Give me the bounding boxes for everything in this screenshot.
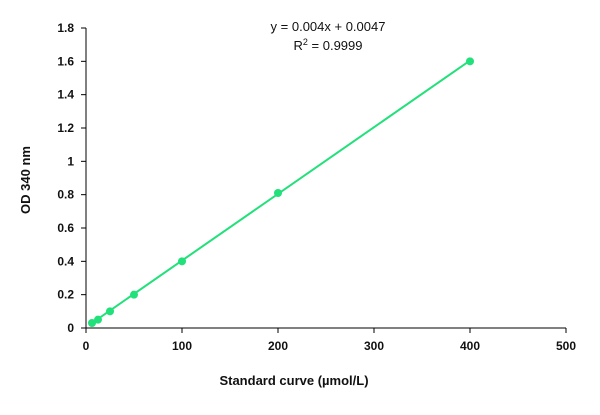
x-tick-label: 400 (460, 339, 480, 353)
x-axis-title: Standard curve (µmol/L) (219, 373, 368, 388)
x-tick-label: 300 (364, 339, 384, 353)
series (88, 57, 474, 327)
x-tick-label: 500 (556, 339, 576, 353)
y-axis-title: OD 340 nm (18, 146, 33, 214)
y-tick-label: 0.8 (57, 188, 74, 202)
r-squared-label: R2 = 0.9999 (294, 37, 363, 53)
x-tick-label: 0 (83, 339, 90, 353)
r2-superscript: 2 (303, 37, 308, 47)
ticks: 0 100 200 300 400 500 0 0.2 0.4 0.6 0.8 1 1.2 1.4 1.6 1… (57, 21, 576, 353)
data-point (106, 307, 114, 316)
y-tick-label: 1.8 (57, 21, 74, 35)
data-point (94, 315, 102, 324)
data-point (274, 189, 282, 197)
data-point (466, 57, 474, 66)
r2-prefix: R (294, 38, 303, 53)
y-tick-label: 0 (67, 321, 74, 335)
data-point (130, 290, 138, 299)
y-tick-label: 0.2 (57, 288, 74, 302)
data-point (178, 257, 186, 266)
data-point (88, 319, 96, 327)
regression-equation: y = 0.004x + 0.0047 (271, 19, 386, 34)
y-tick-label: 1.6 (57, 54, 74, 68)
y-tick-label: 1 (67, 154, 74, 168)
axes (85, 28, 566, 329)
y-tick-label: 0.4 (57, 254, 74, 268)
r2-value: = 0.9999 (308, 38, 363, 53)
x-tick-label: 100 (172, 339, 192, 353)
x-tick-label: 200 (268, 339, 288, 353)
y-tick-label: 1.4 (57, 88, 74, 102)
y-tick-label: 0.6 (57, 221, 74, 235)
y-tick-label: 1.2 (57, 121, 74, 135)
